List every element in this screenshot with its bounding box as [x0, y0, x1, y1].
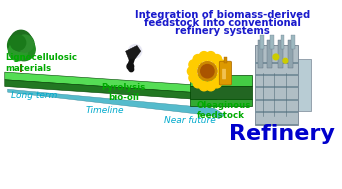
Circle shape [212, 55, 222, 64]
Text: Lignocellulosic
materials: Lignocellulosic materials [5, 53, 77, 73]
FancyBboxPatch shape [255, 62, 298, 64]
Circle shape [8, 32, 34, 59]
Text: Long term: Long term [11, 91, 58, 100]
Text: Refinery: Refinery [229, 125, 334, 144]
Circle shape [199, 52, 209, 61]
Circle shape [16, 35, 33, 52]
Polygon shape [5, 80, 217, 101]
Text: Oleaginous
feedstock: Oleaginous feedstock [197, 101, 251, 120]
Polygon shape [190, 75, 252, 86]
Circle shape [12, 38, 35, 61]
FancyBboxPatch shape [255, 124, 298, 125]
Circle shape [216, 73, 226, 83]
Polygon shape [190, 99, 252, 106]
Circle shape [206, 81, 215, 91]
FancyBboxPatch shape [255, 86, 298, 88]
FancyBboxPatch shape [267, 40, 272, 68]
FancyBboxPatch shape [270, 35, 274, 49]
Text: feedstock into conventional: feedstock into conventional [144, 18, 301, 28]
FancyBboxPatch shape [255, 99, 298, 101]
Circle shape [129, 67, 134, 72]
Circle shape [198, 62, 217, 81]
FancyBboxPatch shape [258, 40, 263, 68]
Circle shape [218, 67, 227, 76]
Circle shape [11, 35, 26, 50]
FancyBboxPatch shape [291, 35, 295, 49]
Circle shape [283, 58, 288, 63]
Circle shape [273, 54, 279, 60]
Circle shape [9, 42, 28, 61]
Circle shape [127, 63, 134, 70]
Polygon shape [126, 46, 141, 61]
Polygon shape [5, 72, 217, 94]
Circle shape [189, 73, 198, 83]
FancyBboxPatch shape [298, 59, 311, 111]
Polygon shape [190, 86, 252, 99]
Text: Integration of biomass-derived: Integration of biomass-derived [135, 10, 310, 20]
FancyBboxPatch shape [219, 61, 232, 85]
Text: Near future: Near future [165, 116, 216, 125]
Circle shape [129, 45, 142, 58]
Circle shape [216, 60, 226, 69]
FancyBboxPatch shape [288, 40, 293, 68]
Text: Timeline: Timeline [86, 106, 124, 115]
FancyBboxPatch shape [278, 40, 282, 68]
FancyBboxPatch shape [255, 74, 298, 76]
FancyBboxPatch shape [255, 45, 298, 125]
FancyBboxPatch shape [281, 35, 285, 49]
FancyBboxPatch shape [222, 69, 226, 79]
Circle shape [212, 78, 222, 88]
Circle shape [206, 52, 215, 61]
Circle shape [187, 67, 197, 76]
Text: Pyrolysis
bio-oil: Pyrolysis bio-oil [102, 83, 146, 102]
Text: refinery systems: refinery systems [175, 26, 270, 36]
Circle shape [201, 64, 214, 78]
Circle shape [199, 81, 209, 91]
FancyBboxPatch shape [260, 35, 263, 49]
Circle shape [193, 78, 203, 88]
Polygon shape [128, 59, 135, 64]
FancyBboxPatch shape [255, 111, 298, 113]
Circle shape [189, 60, 198, 69]
FancyBboxPatch shape [19, 64, 22, 72]
Polygon shape [8, 89, 224, 119]
FancyBboxPatch shape [224, 57, 227, 63]
Circle shape [11, 30, 31, 51]
Circle shape [193, 55, 203, 64]
